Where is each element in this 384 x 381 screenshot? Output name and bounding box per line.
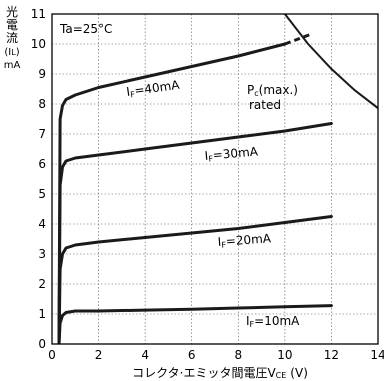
- label-if-30ma: IF=30mA: [204, 144, 259, 164]
- label-if-20ma-value: =20mA: [225, 231, 272, 248]
- condition-label: Ta=25°C: [59, 22, 112, 36]
- y-axis-label-symbol: (IL): [0, 46, 24, 59]
- y-axis-label-close: ): [15, 47, 20, 58]
- y-tick-label: 6: [38, 157, 46, 171]
- y-axis-label-char-1: 光: [5, 5, 18, 19]
- y-tick-label: 1: [38, 307, 46, 321]
- series-line-1: [57, 215, 333, 344]
- svg-text:IF=30mA: IF=30mA: [204, 144, 259, 164]
- y-tick-labels: 0 1 2 3 4 5 6 7 8 9 10 11: [31, 7, 46, 351]
- pc-max-boundary-curve: [283, 14, 378, 109]
- y-tick-label: 10: [31, 37, 46, 51]
- label-if-40ma-value: =40mA: [134, 78, 182, 98]
- label-pc-max: Pc(max.) rated: [247, 83, 298, 112]
- y-axis-label-i: (I: [4, 47, 12, 58]
- x-tick-label: 10: [277, 348, 292, 362]
- label-if-30ma-sub: F: [208, 154, 214, 163]
- label-pc-max-text: (max.): [259, 83, 298, 97]
- label-pc-sub: c: [254, 89, 258, 98]
- y-tick-label: 8: [38, 97, 46, 111]
- x-tick-label: 8: [234, 348, 242, 362]
- x-tick-label: 2: [95, 348, 103, 362]
- y-tick-label: 11: [31, 7, 46, 21]
- grid: [52, 14, 378, 344]
- svg-text:Pc(max.): Pc(max.): [247, 83, 298, 98]
- series-line-3: [57, 42, 287, 344]
- y-tick-label: 2: [38, 277, 46, 291]
- x-tick-label: 14: [370, 348, 384, 362]
- y-tick-label: 4: [38, 217, 46, 231]
- pc-max-curve-path: [283, 14, 378, 109]
- y-tick-label: 7: [38, 127, 46, 141]
- x-tick-label: 4: [141, 348, 149, 362]
- y-axis-label-char-3: 流: [5, 31, 18, 45]
- x-tick-label: 12: [324, 348, 339, 362]
- label-if-30ma-i: I: [204, 149, 209, 163]
- series-group: [57, 32, 333, 344]
- x-axis-label-sub: CE: [276, 371, 287, 380]
- svg-text:IF=40mA: IF=40mA: [125, 78, 181, 100]
- x-tick-label: 6: [188, 348, 196, 362]
- label-if-40ma: IF=40mA: [125, 78, 181, 100]
- x-axis-label-main: コレクタ·エミッタ間電圧V: [132, 366, 276, 380]
- label-if-40ma-sub: F: [130, 90, 136, 100]
- label-if-10ma-i: I: [246, 314, 250, 328]
- plot-frame: [51, 13, 379, 345]
- label-pc-p: P: [247, 83, 254, 97]
- y-axis-label-unit: mA: [3, 60, 21, 71]
- label-if-40ma-i: I: [125, 85, 130, 99]
- y-axis-label-char-2: 電: [5, 18, 18, 32]
- series-line-2: [57, 122, 333, 344]
- label-if-30ma-value: =30mA: [212, 144, 259, 162]
- svg-text:IF=20mA: IF=20mA: [217, 231, 272, 250]
- x-axis-label: コレクタ·エミッタ間電圧VCE (V): [132, 366, 308, 380]
- label-if-20ma-i: I: [217, 235, 222, 249]
- label-if-20ma: IF=20mA: [217, 231, 272, 250]
- y-tick-label: 5: [38, 187, 46, 201]
- y-tick-label: 3: [38, 247, 46, 261]
- svg-text:IF=10mA: IF=10mA: [246, 314, 300, 329]
- x-tick-label: 0: [48, 348, 56, 362]
- y-tick-label: 9: [38, 67, 46, 81]
- y-axis-label: 光 電 流 (IL) mA: [0, 6, 24, 72]
- label-if-20ma-sub: F: [221, 240, 227, 249]
- series-if-40ma-dashed-extension: [284, 32, 314, 46]
- y-axis-label-sub: L: [11, 48, 16, 57]
- series-line-0: [57, 304, 333, 344]
- x-axis-label-unit: (V): [290, 366, 308, 380]
- label-if-10ma-value: =10mA: [254, 314, 300, 328]
- label-if-10ma-sub: F: [250, 320, 255, 329]
- label-if-10ma: IF=10mA: [246, 314, 300, 329]
- x-tick-labels: 0 2 4 6 8 10 12 14: [48, 348, 384, 362]
- label-pc-rated: rated: [249, 98, 281, 112]
- y-tick-label: 0: [38, 337, 46, 351]
